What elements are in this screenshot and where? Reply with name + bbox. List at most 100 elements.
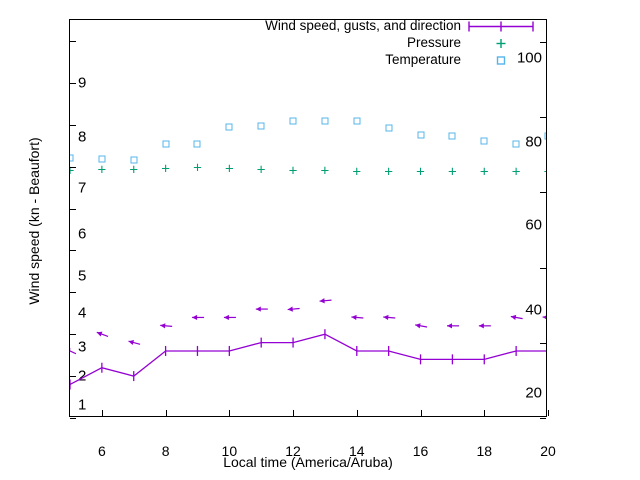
- legend-item-wind: Wind speed, gusts, and direction: [225, 18, 537, 35]
- fahrenheit-scale-label: 40: [525, 301, 542, 319]
- wind-direction-arrow: [128, 339, 141, 345]
- wind-direction-arrow: [96, 331, 109, 338]
- fahrenheit-scale-label: 80: [525, 133, 542, 151]
- y-axis-left-title: Wind speed (kn - Beaufort): [26, 137, 42, 305]
- x-axis-tick-label: 8: [161, 443, 170, 459]
- temperature-point: [98, 155, 106, 163]
- beaufort-scale-label: 5: [78, 267, 87, 285]
- temperature-point: [193, 140, 201, 148]
- beaufort-scale-label: 8: [78, 128, 87, 146]
- pressure-point: [544, 164, 546, 179]
- fahrenheit-scale-label: 60: [525, 216, 542, 234]
- temperature-point: [70, 154, 74, 162]
- temperature-point: [480, 137, 488, 145]
- legend-label-wind: Wind speed, gusts, and direction: [265, 18, 461, 33]
- wind-direction-arrow: [319, 298, 332, 304]
- wind-direction-arrow: [223, 314, 236, 321]
- x-axis-tick: [101, 410, 103, 416]
- beaufort-scale-label: 4: [78, 304, 87, 322]
- x-axis-tick-label: 10: [221, 443, 238, 459]
- legend-item-pressure: Pressure: [225, 35, 537, 52]
- x-axis-title: Local time (America/Aruba): [223, 454, 393, 470]
- pressure-point: [448, 165, 457, 180]
- series-overlay: [70, 298, 546, 390]
- wind-direction-arrow: [478, 323, 491, 329]
- fahrenheit-scale-label: 20: [525, 384, 542, 402]
- y-axis-right-tick: [540, 342, 546, 344]
- pressure-point: [289, 163, 298, 178]
- beaufort-scale-label: 1: [78, 396, 87, 414]
- pressure-point: [384, 164, 393, 179]
- temperature-point: [385, 124, 393, 132]
- y-axis-left-tick: [70, 208, 76, 210]
- temperature-point: [417, 131, 425, 139]
- temperature-point: [162, 140, 170, 148]
- plot-inner: 1 2 3 4 5 6 7 8 9 20 40 60 80 100: [70, 20, 546, 416]
- y-axis-right-tick: [540, 117, 546, 119]
- pressure-point: [257, 162, 266, 177]
- x-axis-tick-label: 12: [285, 443, 301, 459]
- x-axis-tick: [229, 410, 231, 416]
- temperature-point: [257, 122, 265, 130]
- fahrenheit-scale-label: 100: [516, 49, 542, 67]
- wind-direction-arrow: [70, 348, 77, 355]
- y-axis-right-tick: [540, 418, 546, 419]
- y-axis-left-tick: [70, 376, 76, 378]
- pressure-point: [352, 164, 361, 179]
- y-axis-left-tick: [70, 40, 76, 42]
- y-axis-left-tick: [70, 82, 76, 84]
- wind-speed-line: [70, 333, 546, 386]
- x-axis-tick: [356, 410, 358, 416]
- legend-key-temperature: [496, 56, 506, 65]
- pressure-point: [321, 163, 330, 178]
- temperature-point: [321, 117, 329, 125]
- wind-direction-arrow: [542, 315, 546, 320]
- temperature-point: [353, 117, 361, 125]
- temperature-point: [448, 132, 456, 140]
- temperature-point: [512, 140, 520, 148]
- x-axis-tick: [548, 410, 549, 416]
- x-axis-tick-label: 20: [540, 443, 556, 459]
- y-axis-left-tick: [70, 124, 76, 126]
- wind-direction-arrow: [160, 323, 173, 329]
- x-axis-tick: [484, 410, 486, 416]
- pressure-point: [97, 162, 106, 177]
- temperature-point: [544, 132, 546, 140]
- beaufort-scale-label: 9: [78, 74, 87, 92]
- x-axis-tick-label: 6: [97, 443, 106, 459]
- y-axis-left-tick: [70, 334, 76, 336]
- wind-direction-arrow: [510, 314, 523, 320]
- beaufort-scale-label: 7: [78, 179, 87, 197]
- legend-key-wind: [468, 21, 534, 32]
- pressure-point: [225, 162, 234, 177]
- y-axis-left-tick: [70, 292, 76, 294]
- x-axis-tick-label: 18: [476, 443, 493, 459]
- pressure-point: [480, 165, 489, 180]
- temperature-point: [225, 123, 233, 131]
- beaufort-scale-label: 2: [78, 367, 87, 385]
- x-axis-tick-label: 16: [412, 443, 429, 459]
- pressure-point: [161, 162, 170, 177]
- beaufort-scale-label: 6: [78, 225, 87, 243]
- beaufort-scale-label: 3: [78, 338, 87, 356]
- x-axis-tick: [420, 410, 422, 416]
- y-axis-right-tick: [540, 267, 546, 269]
- y-axis-right-tick: [540, 41, 546, 43]
- wind-direction-arrow: [351, 314, 364, 321]
- y-axis-left-tick: [70, 250, 76, 252]
- pressure-point: [512, 165, 521, 180]
- x-axis-tick: [165, 410, 167, 416]
- wind-direction-arrow: [192, 314, 205, 321]
- y-axis-left-tick: [70, 166, 76, 168]
- wind-direction-arrow: [255, 306, 268, 312]
- temperature-point: [130, 156, 138, 164]
- legend-item-temperature: Temperature: [225, 52, 537, 69]
- chart-legend: Wind speed, gusts, and direction Pressur…: [225, 18, 537, 69]
- legend-key-pressure: [496, 39, 506, 48]
- pressure-point: [416, 165, 425, 180]
- legend-label-temperature: Temperature: [385, 52, 461, 67]
- wind-direction-arrow: [415, 323, 428, 329]
- y-axis-right-tick: [540, 192, 546, 194]
